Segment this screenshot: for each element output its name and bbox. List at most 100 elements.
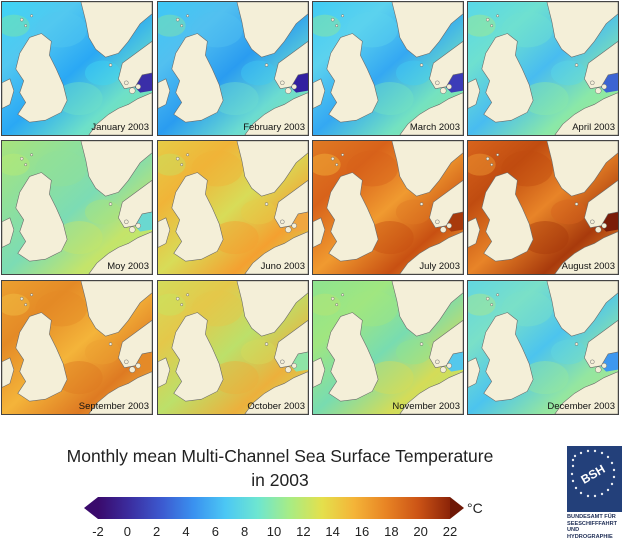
- island: [574, 342, 579, 346]
- island: [341, 293, 345, 297]
- colorbar-tick-label: -2: [92, 524, 104, 539]
- island: [186, 293, 190, 297]
- island: [490, 303, 494, 307]
- island: [601, 363, 607, 369]
- island: [108, 202, 113, 206]
- island: [595, 366, 602, 373]
- island: [280, 80, 285, 86]
- temperature-patch: [84, 339, 121, 365]
- island: [331, 157, 335, 161]
- island: [435, 359, 440, 365]
- colorbar-tick-label: 14: [325, 524, 340, 539]
- temperature-patch: [211, 360, 259, 395]
- sst-map-panel: April 2003: [467, 1, 619, 136]
- landmass: [584, 180, 618, 229]
- landmass: [15, 33, 68, 123]
- landmass: [391, 2, 463, 58]
- colorbar-gradient: [98, 497, 450, 519]
- temperature-patch: [55, 81, 103, 116]
- landmass: [554, 92, 618, 135]
- island: [108, 342, 113, 346]
- temperature-patch: [395, 339, 432, 365]
- colorbar-tick-label: 20: [413, 524, 428, 539]
- landmass: [171, 33, 224, 123]
- landmass: [468, 357, 481, 388]
- sst-map-panel: October 2003: [157, 280, 309, 415]
- colorbar-left-arrow: [84, 497, 98, 519]
- landmass: [468, 78, 481, 109]
- landmass: [88, 231, 152, 274]
- panel-month-label: September 2003: [78, 401, 149, 412]
- island: [176, 18, 180, 22]
- island: [24, 303, 28, 307]
- sst-map: [313, 141, 463, 274]
- landmass: [118, 180, 152, 229]
- island: [129, 226, 136, 233]
- bsh-name-line: HYDROGRAPHIE: [567, 533, 613, 540]
- colorbar-tick-label: 6: [211, 524, 219, 539]
- landmass: [274, 41, 308, 90]
- panel-month-label: July 2003: [419, 261, 460, 272]
- temperature-patch: [501, 150, 553, 187]
- island: [574, 202, 579, 206]
- sst-map: [158, 141, 308, 274]
- temperature-patch: [501, 11, 553, 48]
- island: [124, 219, 129, 225]
- island: [135, 363, 141, 369]
- island: [446, 223, 452, 229]
- temperature-patch: [240, 339, 277, 365]
- island: [486, 18, 490, 22]
- landmass: [399, 92, 463, 135]
- temperature-patch: [366, 220, 414, 255]
- landmass: [2, 217, 15, 248]
- temperature-patch: [366, 360, 414, 395]
- island: [285, 366, 292, 373]
- figure-title: Monthly mean Multi-Channel Sea Surface T…: [20, 444, 540, 492]
- colorbar-tick-label: 18: [384, 524, 399, 539]
- island: [496, 293, 500, 297]
- island: [291, 363, 297, 369]
- colorbar-tick-label: 4: [182, 524, 190, 539]
- temperature-patch: [55, 360, 103, 395]
- panel-month-label: Juno 2003: [260, 261, 305, 272]
- landmass: [171, 172, 224, 262]
- sst-map-panel: March 2003: [312, 1, 464, 136]
- sst-map: [2, 281, 152, 414]
- island: [446, 84, 452, 90]
- bsh-mark-text: BSH: [579, 462, 608, 487]
- landmass: [244, 92, 308, 135]
- island: [331, 297, 335, 301]
- temperature-patch: [550, 339, 587, 365]
- landmass: [326, 312, 379, 402]
- landmass: [429, 320, 463, 369]
- landmass: [313, 357, 326, 388]
- island: [264, 342, 269, 346]
- temperature-patch: [346, 11, 398, 48]
- island: [496, 153, 500, 157]
- island: [291, 223, 297, 229]
- island: [280, 359, 285, 365]
- island: [20, 157, 24, 161]
- island: [285, 87, 292, 94]
- landmass: [171, 312, 224, 402]
- landmass: [584, 41, 618, 90]
- island: [135, 84, 141, 90]
- sst-map-grid: January 2003 February 2003 March 2003 April…: [1, 1, 619, 415]
- sst-map: [2, 2, 152, 135]
- island: [419, 202, 424, 206]
- island: [419, 63, 424, 67]
- island: [186, 14, 190, 18]
- island: [595, 87, 602, 94]
- landmass: [15, 172, 68, 262]
- island: [24, 24, 28, 28]
- landmass: [546, 141, 618, 197]
- island: [335, 24, 339, 28]
- temperature-patch: [395, 60, 432, 86]
- sst-map: [158, 281, 308, 414]
- landmass: [326, 172, 379, 262]
- island: [291, 84, 297, 90]
- island: [135, 223, 141, 229]
- temperature-patch: [211, 81, 259, 116]
- unit-label: °C: [467, 500, 483, 516]
- island: [180, 163, 184, 167]
